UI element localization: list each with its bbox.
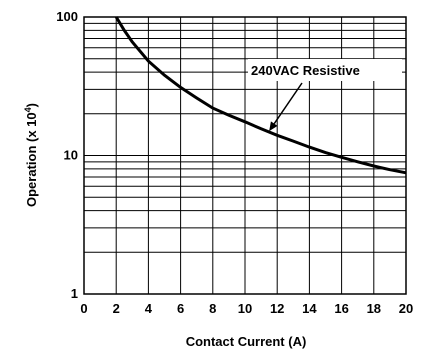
- x-tick-label: 18: [367, 301, 381, 316]
- x-tick-label: 14: [302, 301, 317, 316]
- x-axis-label: Contact Current (A): [186, 334, 307, 349]
- y-tick-label: 10: [64, 148, 78, 163]
- y-tick-label: 1: [71, 286, 78, 301]
- y-axis-label-main: Operation (x 10: [24, 112, 39, 207]
- y-axis-label-exponent: 4: [23, 107, 33, 112]
- x-tick-label: 6: [177, 301, 184, 316]
- x-tick-labels: 0 2 4 6 8 10 12 14 16 18 20: [80, 301, 413, 316]
- x-tick-label: 2: [113, 301, 120, 316]
- annotation-arrowhead: [269, 121, 278, 132]
- y-axis-label-close: ): [24, 103, 39, 107]
- x-tick-label: 10: [238, 301, 252, 316]
- series-line-240vac-resistive: [114, 16, 407, 175]
- x-tick-label: 12: [270, 301, 284, 316]
- y-tick-labels: 1 10 100: [56, 9, 78, 301]
- annotation-background: [248, 59, 402, 81]
- y-axis-label: Operation (x 104): [23, 103, 39, 207]
- x-tick-label: 4: [145, 301, 153, 316]
- annotation-arrow: [273, 82, 303, 125]
- x-tick-label: 8: [209, 301, 216, 316]
- y-tick-label: 100: [56, 9, 78, 24]
- x-tick-label: 0: [80, 301, 87, 316]
- plot-frame: [83, 16, 407, 295]
- x-tick-label: 20: [399, 301, 413, 316]
- grid-lines: [83, 17, 407, 295]
- x-tick-label: 16: [334, 301, 348, 316]
- annotation-label: 240VAC Resistive: [251, 63, 360, 78]
